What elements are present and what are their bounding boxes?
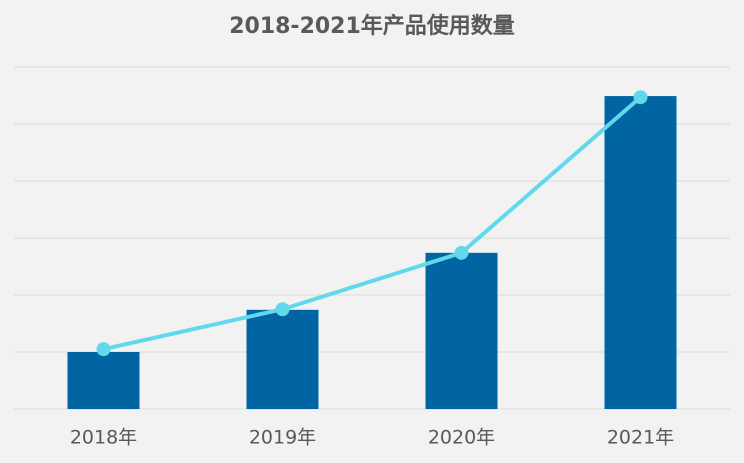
line-point bbox=[454, 245, 469, 260]
x-tick-label: 2019年 bbox=[249, 427, 316, 449]
line-point bbox=[96, 342, 111, 357]
x-tick-label: 2018年 bbox=[70, 427, 137, 449]
x-tick-label: 2020年 bbox=[428, 427, 495, 449]
bar bbox=[425, 252, 498, 409]
line-point bbox=[633, 90, 648, 105]
bar bbox=[246, 309, 319, 409]
chart-title: 2018-2021年产品使用数量 bbox=[229, 13, 515, 39]
x-tick-label: 2021年 bbox=[607, 427, 674, 449]
bar bbox=[67, 352, 140, 409]
bar bbox=[604, 96, 677, 409]
line bbox=[103, 95, 642, 352]
line-point bbox=[275, 302, 290, 317]
